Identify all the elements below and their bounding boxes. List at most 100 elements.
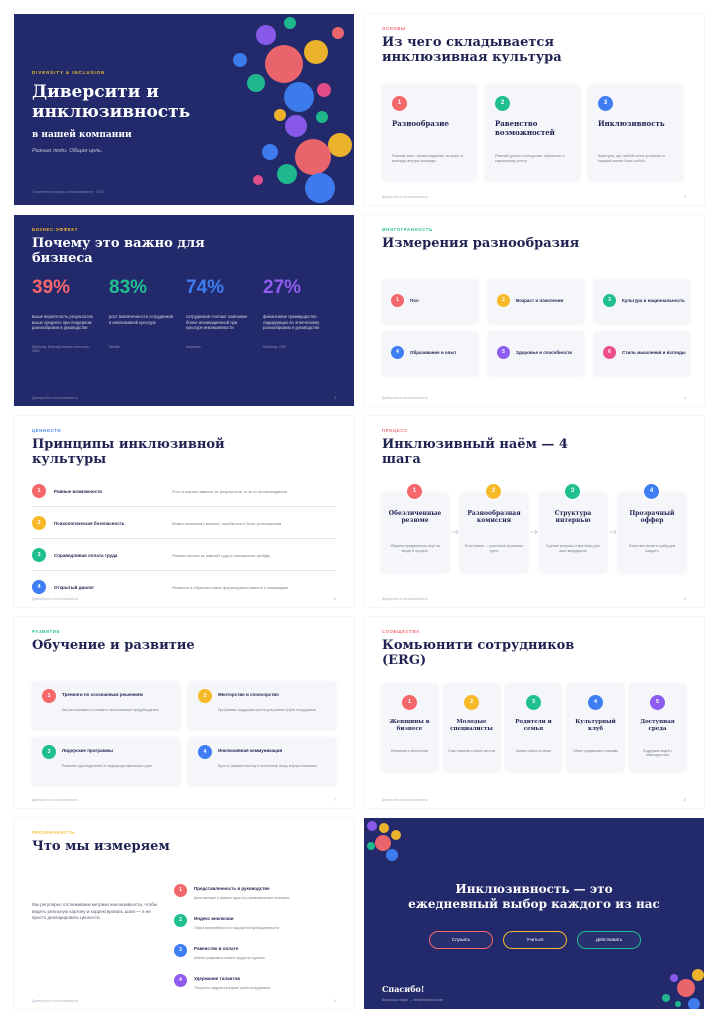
number-badge: 5 xyxy=(497,346,510,359)
item-label: Пол xyxy=(410,298,419,303)
stat-value: 39% xyxy=(32,277,71,298)
stat-text: выше вероятность результатов выше средне… xyxy=(32,314,93,330)
card-text: Равный доступ к ресурсам, обучению и кар… xyxy=(495,154,565,163)
metric-title: Представленность в руководстве xyxy=(194,886,270,891)
number-badge: 1 xyxy=(406,483,423,500)
eyebrow: ОСНОВЫ xyxy=(382,26,406,31)
card-title: Тренинги по осознанным решениям xyxy=(62,692,143,697)
card: 6 Стиль мышления и взгляды xyxy=(594,331,690,375)
item-label: Стиль мышления и взгляды xyxy=(622,350,686,355)
number-badge: 3 xyxy=(598,96,613,111)
card-title: Инклюзивность xyxy=(598,119,665,128)
slide: Инклюзивность — это ежедневный выбор каж… xyxy=(364,818,704,1009)
slide-title: Комьюнити сотрудников (ERG) xyxy=(382,638,575,668)
step-title: Разнообразная комиссия xyxy=(467,510,521,524)
card-text: Баланс работы и семьи xyxy=(515,749,552,753)
decor-circle xyxy=(295,139,331,175)
decor-circle xyxy=(670,974,678,982)
page-number: 5 xyxy=(334,597,336,601)
card-title: Доступная среда xyxy=(640,719,675,732)
step-title: Прозрачный оффер xyxy=(629,510,675,524)
cover-title: Диверсити и инклюзивность xyxy=(32,82,191,122)
number-badge: 3 xyxy=(174,944,187,957)
card: 1 Разнообразие Разный опыт, происхождение,… xyxy=(382,84,477,180)
number-badge: 2 xyxy=(485,483,502,500)
card-title: Разнообразие xyxy=(392,119,449,128)
card: 4 Образование и опыт xyxy=(382,331,478,375)
card: 3 Родители и семья Баланс работы и семьи xyxy=(505,683,562,771)
cta-button: Слушать xyxy=(429,931,493,949)
slide-title: Инклюзивный наём — 4 шага xyxy=(382,437,568,467)
slide: БИЗНЕС-ЭФФЕКТ Почему это важно для бизнес… xyxy=(14,215,354,406)
decor-circle xyxy=(316,111,328,123)
card-text: Старт карьеры и обмен опытом xyxy=(448,749,495,753)
principle-row: 1 Равные возможности Рост и оценка зависят… xyxy=(32,476,336,507)
card: 5 Здоровье и способности xyxy=(488,331,584,375)
decor-circle xyxy=(256,25,276,45)
slide: МНОГОГРАННОСТЬ Измерения разнообразия 1 Пол… xyxy=(364,215,704,406)
page-number: 9 xyxy=(334,999,336,1003)
page-number: 2 xyxy=(684,195,686,199)
stat-source: Accenture xyxy=(186,345,201,349)
step-text: Единые вопросы и критерии для всех канди… xyxy=(546,544,600,553)
arrow-path xyxy=(530,529,538,535)
decor-circle xyxy=(379,823,389,833)
principle-row: 2 Психологическая безопасность Можно выска… xyxy=(32,508,336,539)
eyebrow: ЦЕННОСТИ xyxy=(32,428,62,433)
decor-circle xyxy=(332,27,344,39)
card-text: Культура, где любой голос услышан и кажд… xyxy=(598,154,665,163)
number-badge: 1 xyxy=(174,884,187,897)
slide-title: Почему это важно для бизнеса xyxy=(32,236,205,266)
eyebrow: ПРОЦЕСС xyxy=(382,428,408,433)
slide-footer: Диверсити и инклюзивность xyxy=(382,597,428,601)
number-badge: 2 xyxy=(174,914,187,927)
number-badge: 3 xyxy=(526,695,541,710)
decor-circle xyxy=(247,74,265,92)
row-text: Решения и обратная связь формируются вме… xyxy=(172,585,288,590)
number-badge: 4 xyxy=(198,745,212,759)
page-number: 7 xyxy=(334,798,336,802)
card-title: Женщины в бизнесе xyxy=(389,719,430,732)
slide-title: Обучение и развитие xyxy=(32,638,195,653)
cta-button: Действовать xyxy=(577,931,641,949)
slide-footer: Стратегия культуры и инклюзивности · 202… xyxy=(32,190,104,194)
slide: DIVERSITY & INCLUSION Диверсити и инклюзи… xyxy=(14,14,354,205)
card: 4 Культурный клуб Обмен традициями и языка… xyxy=(567,683,624,771)
slide-footer: Диверсити и инклюзивность xyxy=(32,597,78,601)
number-badge: 3 xyxy=(42,745,56,759)
number-badge: 3 xyxy=(564,483,581,500)
decor-circle xyxy=(391,830,401,840)
decor-circle xyxy=(386,849,398,861)
decor-circle xyxy=(284,82,314,112)
decor-circle xyxy=(328,133,352,157)
card-text: Поддержка людей с инвалидностью xyxy=(642,749,673,758)
eyebrow: DIVERSITY & INCLUSION xyxy=(32,70,106,75)
card: 2 Возраст и поколения xyxy=(488,279,584,323)
card-title: Родители и семья xyxy=(515,719,552,732)
item-label: Возраст и поколения xyxy=(516,298,564,303)
stat-source: McKinsey, 2023 xyxy=(263,345,287,349)
number-badge: 6 xyxy=(603,346,616,359)
card: 1 Женщины в бизнесе Нетворкинг и менторств… xyxy=(381,683,438,771)
row-title: Открытый диалог xyxy=(54,585,95,590)
decor-circle xyxy=(233,53,247,67)
eyebrow: МНОГОГРАННОСТЬ xyxy=(382,227,433,232)
decor-circle xyxy=(688,998,700,1009)
principle-row: 3 Справедливая оплата труда Равная оплата … xyxy=(32,540,336,571)
slide: ПРОЦЕСС Инклюзивный наём — 4 шага 1 Обезлич… xyxy=(364,416,704,607)
card: 1 Обезличенные резюме Убираем предвзятость… xyxy=(381,483,449,572)
card-title: Равенство возможностей xyxy=(495,119,555,137)
slide-title: Что мы измеряем xyxy=(32,839,170,854)
decor-circle xyxy=(375,835,391,851)
metric-title: Равенство в оплате xyxy=(194,946,239,951)
decor-circle xyxy=(265,45,303,83)
card-text: Обмен традициями и языками xyxy=(572,749,619,753)
decor-circle xyxy=(285,115,307,137)
number-badge: 2 xyxy=(198,689,212,703)
intro-text: Мы регулярно отслеживаем метрики инклюзи… xyxy=(32,902,158,920)
number-badge: 1 xyxy=(32,484,46,498)
item-label: Образование и опыт xyxy=(410,350,457,355)
card-text: Развитие руководителей из недопредставле… xyxy=(62,764,153,768)
slide-footer: Диверсити и инклюзивность xyxy=(382,798,428,802)
